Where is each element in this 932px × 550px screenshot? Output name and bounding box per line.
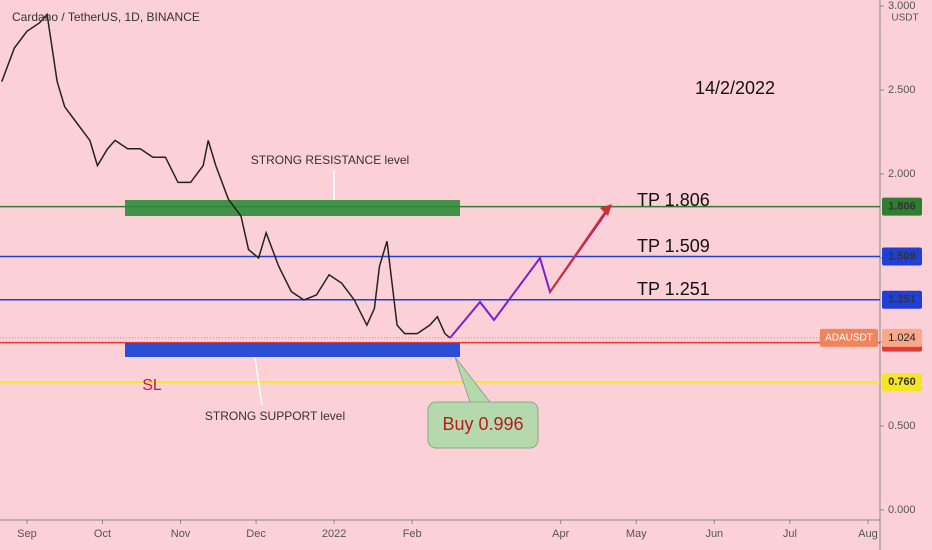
y-tick-label: 2.000 (888, 168, 916, 180)
y-tick-label: 3.000 (888, 0, 916, 12)
x-tick-label: Jul (783, 528, 797, 540)
symbol-tag (820, 328, 878, 347)
x-tick-label: May (626, 528, 647, 540)
price-line (1, 12, 451, 339)
price-tag (882, 197, 922, 216)
chart-title: Cardano / TetherUS, 1D, BINANCE (12, 10, 200, 24)
support-zone (125, 343, 460, 357)
current-tag-label: 1.024 (888, 332, 916, 344)
axis-unit: USDT (891, 13, 918, 24)
price-tag-label: 1.251 (888, 294, 916, 306)
x-tick-label: Aug (858, 528, 878, 540)
target-arrow (549, 207, 609, 293)
arrow-head (600, 204, 612, 216)
x-tick-label: Sep (17, 528, 37, 540)
x-tick-label: Jun (705, 528, 723, 540)
y-tick-label: 0.000 (888, 504, 916, 516)
support-arrow (254, 357, 263, 406)
y-tick-label: 0.500 (888, 420, 916, 432)
price-tag (882, 373, 922, 392)
x-tick-label: Oct (94, 528, 111, 540)
price-tag-label: 1.806 (888, 200, 916, 212)
y-tick-label: 2.500 (888, 84, 916, 96)
support-label: STRONG SUPPORT level (205, 409, 345, 423)
price-series (1, 12, 451, 339)
buy-label: Buy 0.996 (442, 414, 523, 434)
resistance-zone (125, 200, 460, 216)
tp-label: TP 1.509 (637, 236, 710, 256)
buy-callout (427, 401, 539, 449)
symbol-tag-label: ADAUSDT (825, 333, 873, 344)
tp-label: TP 1.251 (637, 279, 710, 299)
price-tag-label: 0.760 (888, 376, 916, 388)
tp-label: TP 1.806 (637, 190, 710, 210)
price-tag (882, 290, 922, 309)
current-tag (882, 328, 922, 347)
x-tick-label: Apr (552, 528, 569, 540)
x-tick-label: 2022 (322, 528, 346, 540)
date-label: 14/2/2022 (695, 78, 775, 98)
price-tag (882, 247, 922, 266)
x-tick-label: Dec (246, 528, 266, 540)
price-tag-label: 1.509 (888, 250, 916, 262)
sl-label: SL (142, 377, 162, 394)
resistance-label: STRONG RESISTANCE level (251, 153, 409, 167)
x-tick-label: Nov (171, 528, 191, 540)
x-tick-label: Feb (403, 528, 422, 540)
